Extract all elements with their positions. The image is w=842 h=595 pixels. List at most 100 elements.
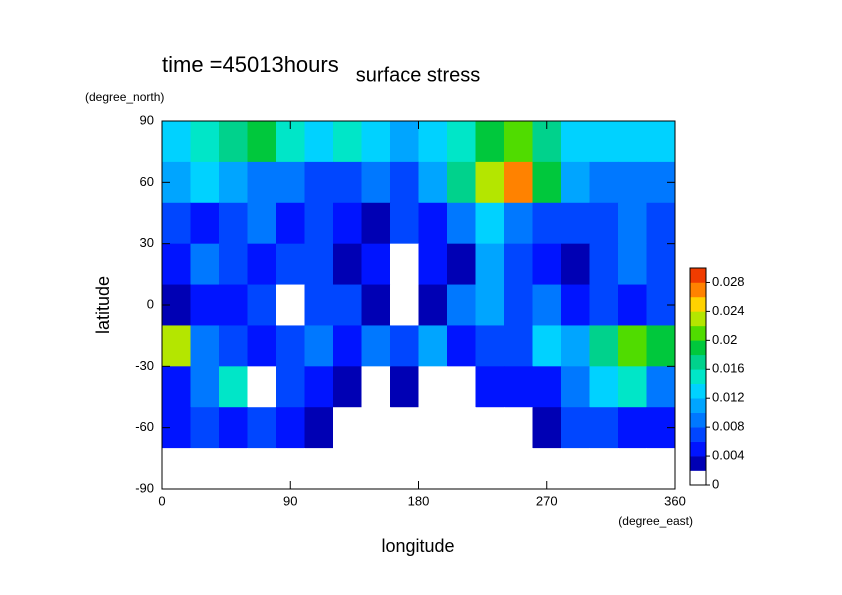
field-cell <box>162 121 191 163</box>
field-cell <box>162 325 191 367</box>
field-cell <box>418 407 448 449</box>
x-tick-label: 0 <box>158 493 165 508</box>
field-cell <box>333 448 362 490</box>
field-cell <box>219 325 248 367</box>
field-cell <box>447 284 476 326</box>
field-cell <box>162 243 191 286</box>
field-cell <box>276 407 305 449</box>
y-tick-label: 0 <box>147 296 154 311</box>
field-cell <box>361 161 391 204</box>
field-cell <box>646 202 676 245</box>
field-cell <box>447 243 476 286</box>
field-cell <box>532 161 562 204</box>
field-cell <box>418 284 448 326</box>
field-cell <box>618 366 647 408</box>
field-cell <box>219 284 248 326</box>
field-cell <box>418 448 448 490</box>
field-cell <box>333 161 362 204</box>
colorbar-swatch <box>690 268 706 283</box>
field-cell <box>276 161 305 204</box>
field-cell <box>618 121 647 163</box>
field-cell <box>276 284 305 326</box>
colorbar-swatch <box>690 470 706 486</box>
field-cell <box>418 325 448 367</box>
field-cell <box>475 161 505 204</box>
field-cell <box>390 202 419 245</box>
field-cell <box>589 161 619 204</box>
colorbar-swatch <box>690 369 706 385</box>
field-cell <box>190 284 220 326</box>
field-cell <box>589 366 619 408</box>
field-cell <box>304 407 334 449</box>
field-cell <box>618 243 647 286</box>
field-cell <box>589 325 619 367</box>
field-cell <box>276 243 305 286</box>
field-cell <box>618 407 647 449</box>
field-cell <box>390 366 419 408</box>
y-tick-label: 60 <box>140 174 154 189</box>
field-cell <box>361 121 391 163</box>
field-cell <box>532 366 562 408</box>
y-tick-label: -60 <box>135 419 154 434</box>
colorbar-swatch <box>690 383 706 399</box>
x-tick-label: 360 <box>664 493 686 508</box>
field-cell <box>361 284 391 326</box>
colorbar-swatch <box>690 296 706 312</box>
x-tick-label: 90 <box>283 493 297 508</box>
field-cell <box>247 448 277 490</box>
field-cell <box>276 325 305 367</box>
field-cell <box>361 243 391 286</box>
field-cell <box>561 161 590 204</box>
field-cell <box>361 325 391 367</box>
field-cell <box>304 284 334 326</box>
field-cell <box>447 325 476 367</box>
field-cell <box>532 325 562 367</box>
field-cell <box>247 121 277 163</box>
field-cell <box>447 202 476 245</box>
field-cell <box>304 366 334 408</box>
field-cell <box>418 243 448 286</box>
field-cell <box>304 121 334 163</box>
field-cell <box>475 366 505 408</box>
field-cell <box>618 325 647 367</box>
field-cell <box>390 284 419 326</box>
field-cell <box>646 325 676 367</box>
field-cell <box>561 202 590 245</box>
field-cell <box>532 407 562 449</box>
colorbar-tick-label: 0.012 <box>712 390 745 405</box>
field-cell <box>390 407 419 449</box>
field-cell <box>504 284 533 326</box>
field-cell <box>561 448 590 490</box>
colorbar-tick-label: 0.024 <box>712 303 745 318</box>
field-cell <box>361 366 391 408</box>
field-cell <box>475 448 505 490</box>
field-cell <box>247 284 277 326</box>
field-cell <box>361 202 391 245</box>
field-cell <box>646 121 676 163</box>
field-cell <box>304 243 334 286</box>
field-cell <box>447 121 476 163</box>
field-cell <box>646 366 676 408</box>
field-cell <box>162 448 191 490</box>
field-cell <box>333 202 362 245</box>
field-cell <box>190 366 220 408</box>
field-cell <box>589 202 619 245</box>
field-cell <box>219 202 248 245</box>
field-cell <box>304 161 334 204</box>
field-cell <box>247 366 277 408</box>
field-cell <box>504 243 533 286</box>
field-cell <box>190 161 220 204</box>
field-cell <box>532 202 562 245</box>
x-axis-label: longitude <box>381 536 454 556</box>
field-cell <box>504 448 533 490</box>
field-cell <box>447 161 476 204</box>
field-cell <box>190 407 220 449</box>
field-cell <box>447 366 476 408</box>
field-cell <box>219 121 248 163</box>
field-cell <box>504 202 533 245</box>
field-cell <box>276 366 305 408</box>
field-cell <box>618 202 647 245</box>
field <box>162 121 676 490</box>
